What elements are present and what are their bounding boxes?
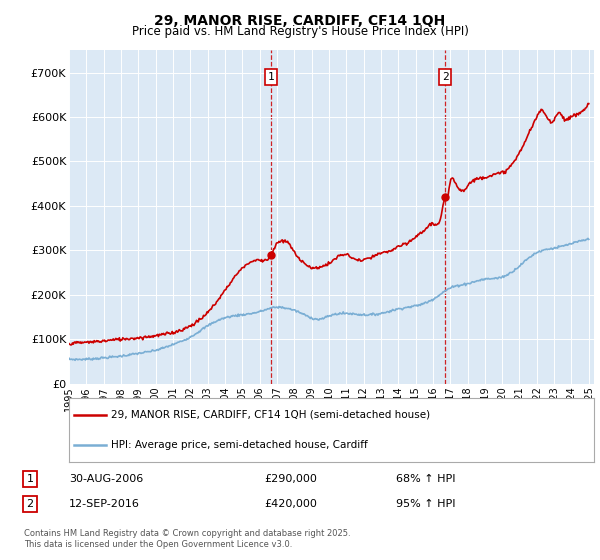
Text: 95% ↑ HPI: 95% ↑ HPI bbox=[396, 499, 455, 509]
Text: £290,000: £290,000 bbox=[264, 474, 317, 484]
Text: 29, MANOR RISE, CARDIFF, CF14 1QH: 29, MANOR RISE, CARDIFF, CF14 1QH bbox=[154, 14, 446, 28]
Text: 1: 1 bbox=[268, 72, 275, 82]
Text: 2: 2 bbox=[26, 499, 34, 509]
Text: Price paid vs. HM Land Registry's House Price Index (HPI): Price paid vs. HM Land Registry's House … bbox=[131, 25, 469, 38]
Text: 29, MANOR RISE, CARDIFF, CF14 1QH (semi-detached house): 29, MANOR RISE, CARDIFF, CF14 1QH (semi-… bbox=[111, 410, 430, 420]
Text: £420,000: £420,000 bbox=[264, 499, 317, 509]
Text: 12-SEP-2016: 12-SEP-2016 bbox=[69, 499, 140, 509]
Text: 2: 2 bbox=[442, 72, 449, 82]
Text: HPI: Average price, semi-detached house, Cardiff: HPI: Average price, semi-detached house,… bbox=[111, 440, 368, 450]
Text: 1: 1 bbox=[26, 474, 34, 484]
Text: Contains HM Land Registry data © Crown copyright and database right 2025.
This d: Contains HM Land Registry data © Crown c… bbox=[24, 529, 350, 549]
Text: 68% ↑ HPI: 68% ↑ HPI bbox=[396, 474, 455, 484]
Text: 30-AUG-2006: 30-AUG-2006 bbox=[69, 474, 143, 484]
